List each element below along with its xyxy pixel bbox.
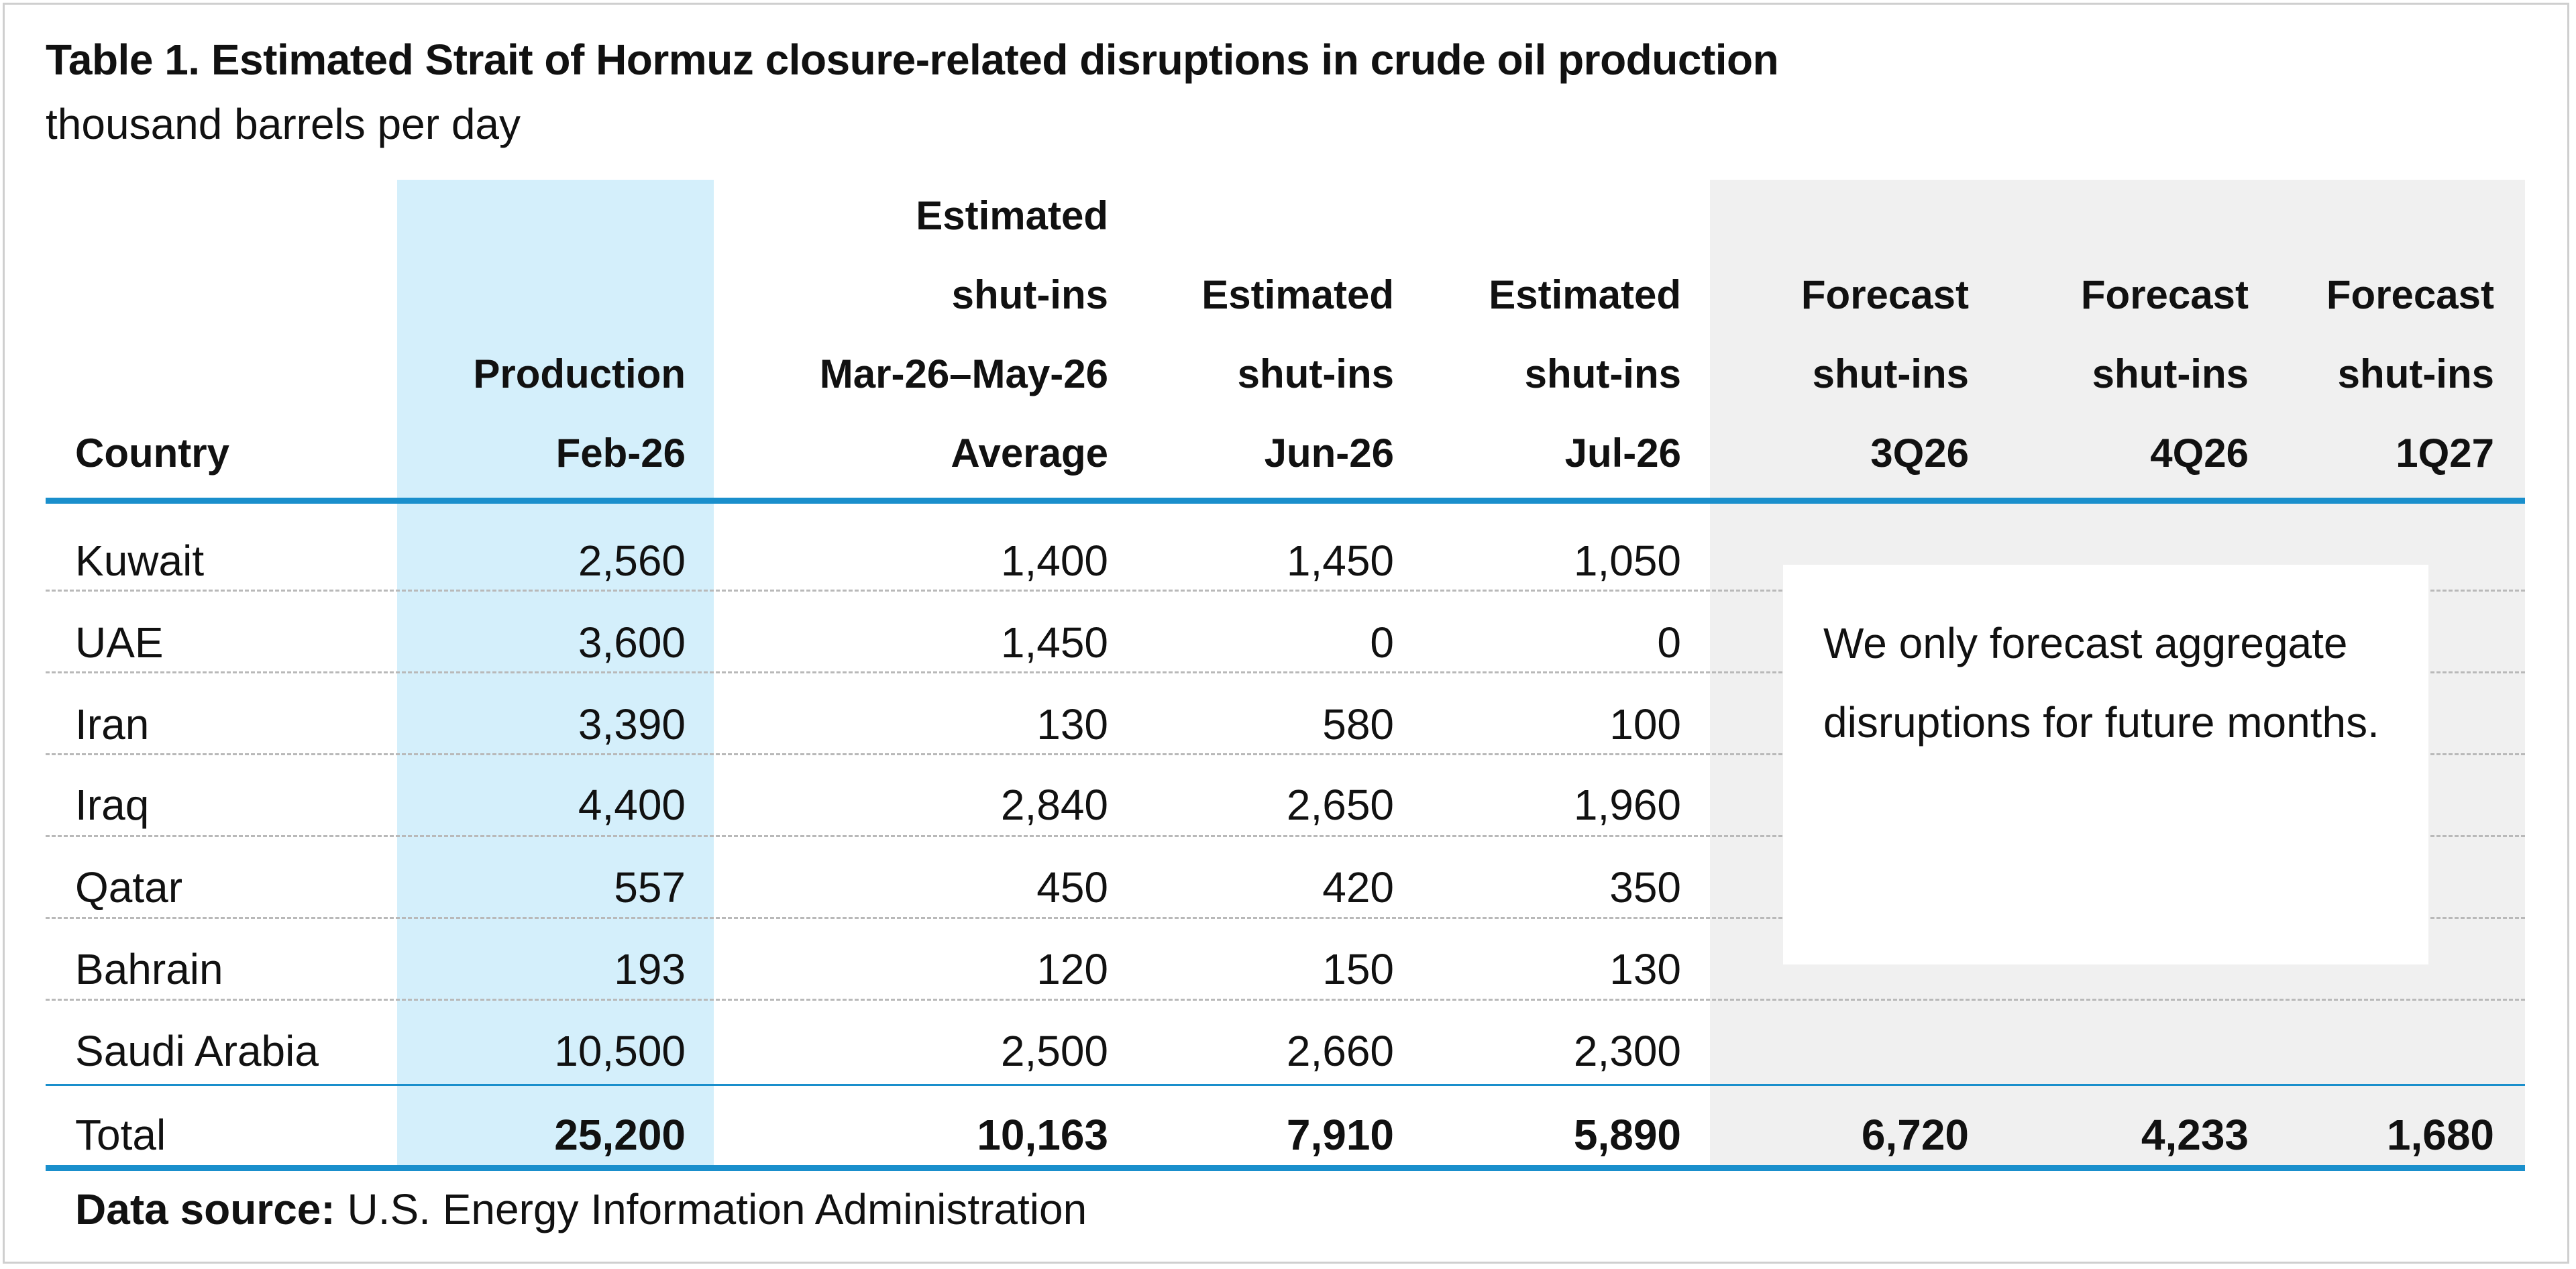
header-1q27-line: 1Q27 (2396, 431, 2494, 476)
data-source-text: U.S. Energy Information Administration (335, 1185, 1087, 1233)
header-production-line: Feb-26 (555, 431, 686, 476)
cell-jul: 1,050 (1573, 537, 1681, 585)
header-4q26-line: shut-ins (2092, 351, 2249, 396)
cell-jun: 580 (1322, 700, 1394, 749)
cell-mar-may: 1,450 (1000, 618, 1108, 667)
header-jul-line: Estimated (1489, 272, 1681, 317)
cell-production: 193 (614, 945, 686, 993)
cell-jun: 150 (1322, 945, 1394, 993)
header-3q26-line: 3Q26 (1870, 431, 1969, 476)
header-jun-line: shut-ins (1237, 351, 1394, 396)
cell-jul: 100 (1609, 700, 1681, 749)
header-1q27: Forecast shut-ins 1Q27 (2326, 195, 2494, 493)
header-jun-line: Jun-26 (1264, 431, 1394, 476)
total-label: Total (75, 1111, 166, 1159)
row-divider (46, 917, 2525, 919)
header-mar-may: Estimated shut-ins Mar-26–May-26 Average (819, 193, 1108, 493)
table-subtitle: thousand barrels per day (46, 100, 521, 148)
cell-country: Iraq (75, 781, 150, 829)
cell-jul: 0 (1657, 618, 1681, 667)
cell-production: 3,390 (578, 700, 686, 749)
forecast-note-box (1783, 565, 2428, 964)
table-frame (3, 3, 2569, 1264)
cell-mar-may: 2,840 (1000, 781, 1108, 829)
cell-jun: 420 (1322, 863, 1394, 912)
data-source: Data source: U.S. Energy Information Adm… (75, 1184, 1087, 1234)
cell-country: Bahrain (75, 945, 223, 993)
header-production-line: Production (473, 351, 686, 396)
cell-country: Kuwait (75, 537, 205, 585)
header-mar-may-line: Estimated (916, 193, 1108, 238)
cell-jul: 130 (1609, 945, 1681, 993)
cell-jul: 2,300 (1573, 1027, 1681, 1075)
cell-production: 2,560 (578, 537, 686, 585)
header-4q26-line: Forecast (2080, 272, 2249, 317)
row-divider (46, 671, 2525, 673)
cell-production: 3,600 (578, 618, 686, 667)
bottom-rule (46, 1165, 2525, 1171)
total-4q26: 4,233 (2141, 1111, 2249, 1159)
total-production: 25,200 (554, 1111, 686, 1159)
header-mar-may-line: shut-ins (951, 272, 1108, 317)
header-1q27-line: Forecast (2326, 272, 2494, 317)
header-country: Country (75, 195, 229, 493)
header-jul-line: Jul-26 (1564, 431, 1681, 476)
header-3q26: Forecast shut-ins 3Q26 (1801, 195, 1969, 493)
cell-jun: 2,650 (1286, 781, 1394, 829)
header-mar-may-line: Average (951, 431, 1108, 476)
row-divider (46, 590, 2525, 592)
row-divider (46, 835, 2525, 837)
cell-country: Qatar (75, 863, 183, 912)
header-jun: Estimated shut-ins Jun-26 (1201, 195, 1394, 493)
cell-mar-may: 1,400 (1000, 537, 1108, 585)
header-jul-line: shut-ins (1524, 351, 1681, 396)
header-rule (46, 498, 2525, 504)
cell-mar-may: 130 (1036, 700, 1108, 749)
header-jul: Estimated shut-ins Jul-26 (1489, 195, 1681, 493)
header-production: Production Feb-26 (473, 195, 686, 493)
cell-country: Saudi Arabia (75, 1027, 319, 1075)
cell-production: 557 (614, 863, 686, 912)
cell-country: UAE (75, 618, 164, 667)
cell-production: 10,500 (554, 1027, 686, 1075)
header-jun-line: Estimated (1201, 272, 1394, 317)
header-4q26: Forecast shut-ins 4Q26 (2081, 195, 2249, 493)
total-1q27: 1,680 (2386, 1111, 2494, 1159)
table-title: Table 1. Estimated Strait of Hormuz clos… (46, 36, 1779, 84)
header-1q27-line: shut-ins (2337, 351, 2494, 396)
cell-jun: 2,660 (1286, 1027, 1394, 1075)
row-divider (46, 753, 2525, 755)
cell-mar-may: 2,500 (1000, 1027, 1108, 1075)
cell-country: Iran (75, 700, 150, 749)
cell-jun: 1,450 (1286, 537, 1394, 585)
cell-jul: 1,960 (1573, 781, 1681, 829)
row-divider (46, 999, 2525, 1001)
header-3q26-line: shut-ins (1812, 351, 1969, 396)
total-jul: 5,890 (1573, 1111, 1681, 1159)
total-3q26: 6,720 (1861, 1111, 1969, 1159)
header-mar-may-line: Mar-26–May-26 (819, 351, 1108, 396)
total-rule (46, 1084, 2525, 1086)
header-country-line: Country (75, 431, 229, 476)
forecast-note: We only forecast aggregate disruptions f… (1823, 619, 2379, 747)
cell-mar-may: 120 (1036, 945, 1108, 993)
production-column-band (397, 180, 714, 1170)
total-jun: 7,910 (1286, 1111, 1394, 1159)
cell-jun: 0 (1370, 618, 1394, 667)
cell-jul: 350 (1609, 863, 1681, 912)
header-3q26-line: Forecast (1801, 272, 1969, 317)
cell-mar-may: 450 (1036, 863, 1108, 912)
cell-production: 4,400 (578, 781, 686, 829)
data-source-label: Data source: (75, 1185, 335, 1233)
total-mar-may: 10,163 (977, 1111, 1108, 1159)
header-4q26-line: 4Q26 (2150, 431, 2249, 476)
